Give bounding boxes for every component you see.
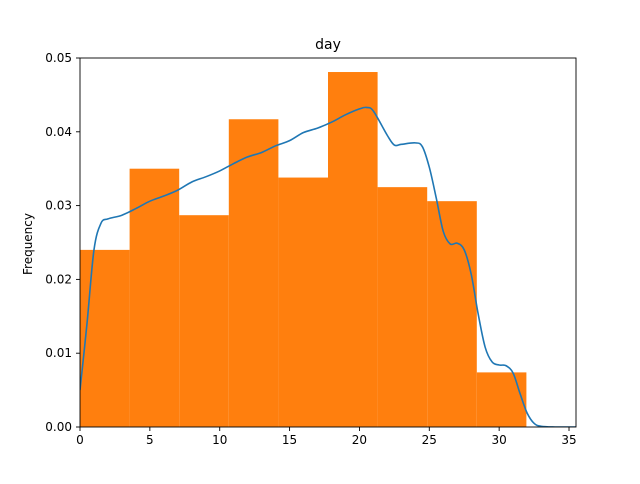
- x-tick-label: 5: [146, 433, 154, 447]
- histogram-bar: [476, 372, 527, 427]
- y-tick-label: 0.04: [45, 125, 72, 139]
- chart-title: day: [315, 37, 341, 53]
- histogram-bar: [129, 168, 180, 427]
- x-tick-label: 15: [282, 433, 297, 447]
- x-tick-label: 35: [561, 433, 576, 447]
- x-tick-label: 25: [422, 433, 437, 447]
- y-tick-label: 0.01: [45, 346, 72, 360]
- x-tick-label: 0: [76, 433, 84, 447]
- histogram-bar: [228, 119, 279, 427]
- plot-frame: [79, 57, 577, 428]
- histogram-bar: [179, 215, 229, 427]
- y-tick-label: 0.03: [45, 199, 72, 213]
- x-tick-label: 10: [212, 433, 227, 447]
- x-tick-label: 20: [352, 433, 367, 447]
- density-curve-layer: [80, 106, 576, 427]
- histogram-bars: [80, 72, 527, 427]
- x-tick-label: 30: [492, 433, 507, 447]
- histogram-bar: [278, 177, 328, 427]
- y-tick-label: 0.00: [45, 420, 72, 434]
- y-axis-label: Frequency: [21, 213, 35, 275]
- axes: 0 5 10 15 20 25 30 35 0.00 0.01 0.02 0.03 0.04 0.05: [45, 51, 576, 447]
- histogram-bar: [377, 187, 428, 427]
- y-tick-label: 0.05: [45, 51, 72, 65]
- y-tick-label: 0.02: [45, 272, 72, 286]
- density-curve: [80, 106, 576, 427]
- histogram-bar: [80, 249, 130, 427]
- histogram-bar: [328, 72, 378, 427]
- histogram-bar: [427, 201, 477, 427]
